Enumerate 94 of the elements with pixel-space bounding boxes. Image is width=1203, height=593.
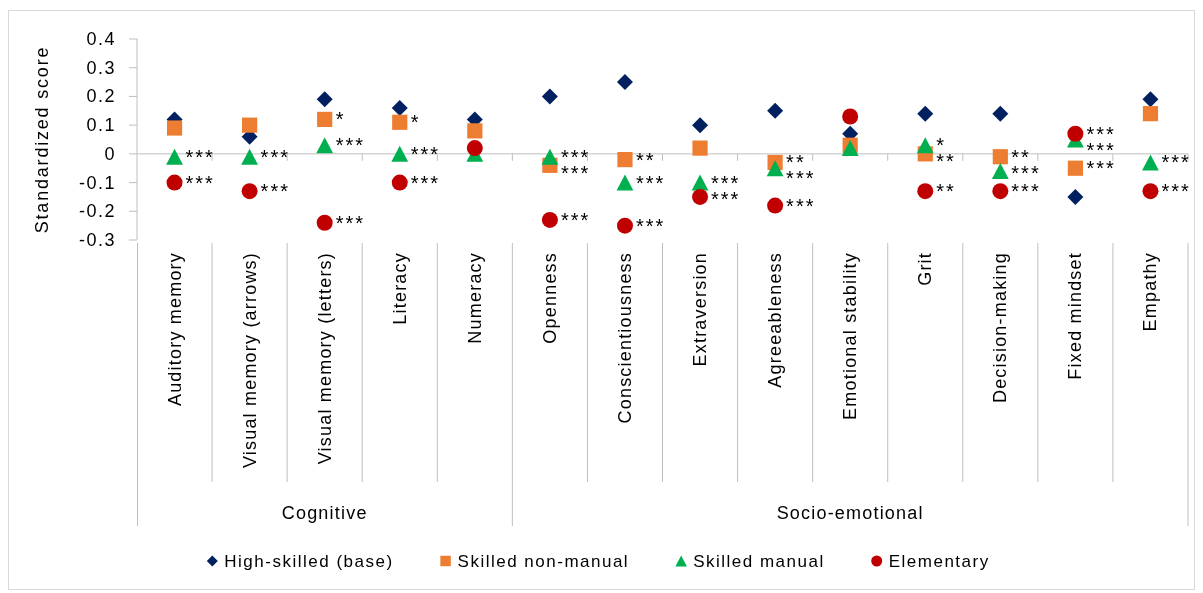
annotation: ***: [1161, 151, 1191, 174]
legend-label: Skilled manual: [693, 551, 825, 571]
legend-label: Elementary: [888, 551, 990, 571]
point: [1142, 154, 1159, 171]
point: [692, 140, 708, 156]
point: [541, 148, 559, 165]
annotation: ***: [560, 208, 591, 231]
point: [616, 174, 634, 191]
annotation: ***: [410, 142, 441, 165]
x-tick-label: Openness: [539, 252, 560, 344]
x-tick-label: Visual memory (letters): [314, 252, 335, 465]
point: [991, 163, 1009, 180]
text: Cognitive: [281, 503, 368, 523]
annotation: **: [936, 180, 956, 203]
point: [1142, 183, 1159, 200]
x-tick-label: Decision-making: [990, 252, 1011, 404]
y-tick-label: 0: [104, 143, 116, 164]
annotation: ***: [335, 211, 366, 234]
annotation: ***: [335, 134, 366, 157]
point: [466, 140, 483, 157]
annotation: *: [410, 111, 421, 134]
point: [392, 114, 408, 130]
annotation: **: [635, 148, 656, 171]
point: [166, 148, 183, 165]
point: [917, 183, 934, 200]
annotation: ***: [185, 171, 215, 194]
annotation: *: [335, 108, 346, 131]
y-axis-title: Standardized score: [32, 45, 52, 234]
point: [316, 214, 333, 231]
point: [767, 197, 784, 214]
point: [166, 174, 183, 191]
annotation: ***: [786, 194, 816, 217]
point: [1067, 125, 1084, 142]
point: [391, 99, 408, 116]
annotation: ***: [635, 171, 666, 194]
point: [992, 105, 1009, 122]
annotation: ***: [635, 214, 666, 237]
point: [1142, 91, 1159, 108]
annotation: ***: [1161, 180, 1191, 203]
point: [391, 145, 409, 162]
legend-label: High-skilled (base): [224, 551, 394, 571]
point: [1142, 106, 1159, 122]
annotation: ***: [560, 161, 591, 184]
x-tick-label: Visual memory (arrows): [239, 252, 260, 469]
point: [391, 174, 408, 191]
point: [317, 111, 333, 127]
x-tick-label: Fixed mindset: [1065, 252, 1086, 380]
point: [467, 123, 483, 139]
annotation: ***: [260, 180, 290, 203]
point: [242, 117, 258, 133]
x-tick-label: Numeracy: [464, 252, 485, 344]
y-tick-label: 0.3: [86, 57, 116, 78]
x-tick-label: Empathy: [1140, 252, 1161, 332]
point: [616, 217, 633, 234]
y-tick-label: -0.1: [78, 172, 116, 193]
point: [316, 137, 334, 154]
annotation: ***: [711, 187, 741, 210]
x-tick-label: Auditory memory: [164, 252, 185, 407]
point: [992, 183, 1009, 200]
point: [766, 160, 784, 177]
point: [1067, 188, 1084, 205]
x-tick-label: Literacy: [389, 252, 410, 325]
point: [692, 117, 709, 134]
y-tick-label: 0.4: [86, 29, 116, 49]
point: [541, 211, 558, 228]
point: [992, 149, 1008, 165]
point: [841, 140, 859, 157]
point: [616, 74, 633, 91]
x-tick-label: Grit: [915, 252, 936, 286]
point: [917, 105, 934, 122]
point: [617, 152, 633, 168]
point: [541, 88, 558, 105]
point: [241, 148, 259, 165]
point: [916, 137, 934, 154]
y-tick-label: -0.3: [78, 230, 116, 250]
annotation: ***: [410, 171, 441, 194]
y-tick-label: 0.1: [86, 115, 116, 136]
point: [166, 120, 183, 136]
annotation: ***: [185, 145, 215, 168]
x-tick-label: Conscientiousness: [614, 252, 635, 424]
point: [842, 108, 859, 125]
y-tick-label: -0.2: [78, 201, 116, 222]
annotation: ***: [260, 145, 290, 168]
point: [1067, 160, 1083, 176]
x-tick-label: Emotional stability: [840, 252, 861, 420]
point: [692, 188, 709, 205]
y-tick-label: 0.2: [86, 86, 116, 107]
point: [767, 102, 784, 119]
legend-label: Skilled non-manual: [457, 551, 630, 571]
point: [241, 183, 258, 200]
text: Socio-emotional: [776, 503, 924, 523]
point: [316, 91, 333, 108]
x-tick-label: Extraversion: [690, 252, 711, 367]
x-tick-label: Agreeableness: [765, 252, 786, 388]
